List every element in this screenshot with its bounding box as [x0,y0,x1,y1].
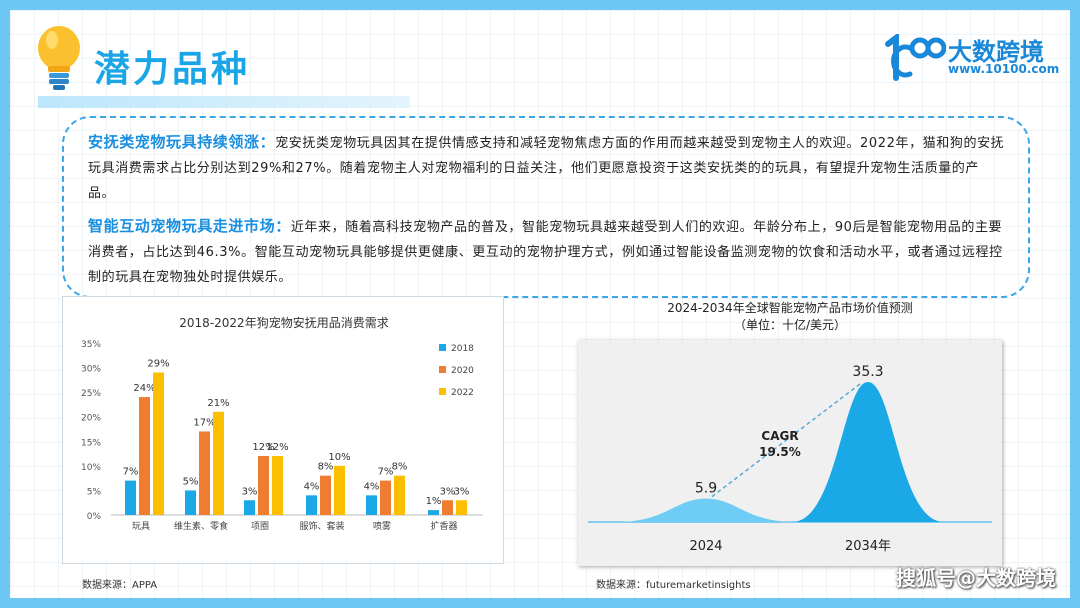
area-chart: 5.9 2024 35.3 2034年 CAGR 19.5% [588,364,992,554]
x-tick-label: 喷雾 [373,521,391,532]
legend-label: 2020 [451,366,474,376]
brand-logo[interactable]: 100 大数跨境 www.10100.com [880,30,1060,84]
logo-url[interactable]: www.10100.com [948,62,1060,76]
bar-data-label: 29% [147,358,169,369]
bar-2018 [306,495,317,515]
bar-data-label: 10% [328,452,350,463]
legend-label: 2022 [451,388,474,398]
legend-swatch-2020 [439,366,446,373]
bar-2022 [153,372,164,515]
logo-mark-icon: 100 [885,34,946,81]
x-tick-label: 项圈 [251,521,269,532]
logo-name: 大数跨境 [948,38,1044,66]
x-tick-label: 扩香器 [430,520,457,532]
bar-2020 [380,480,391,515]
bar-2018 [185,490,196,515]
bar-data-label: 3% [242,486,258,497]
bar-2020 [320,475,331,515]
bar-data-label: 8% [318,462,334,473]
bar-2022 [213,411,224,515]
y-tick-label: 15% [81,438,101,448]
bar-2022 [394,475,405,515]
bar-2022 [272,456,283,515]
title-underline [38,96,410,108]
bar-2020 [139,397,150,515]
bar-data-label: 12% [266,442,288,453]
bar-2018 [428,510,439,515]
x-tick-label: 玩具 [132,521,150,532]
bar-data-label: 3% [454,486,470,497]
area-peak-2034年 [792,382,944,522]
x-category-label: 2024 [689,539,722,554]
area-value-label: 5.9 [695,481,717,497]
light-bulb-icon [38,26,80,90]
bar-chart-panel: 2018-2022年狗宠物安抚用品消费需求 0% 5% 10% 15% 20% 25% 30%… [62,296,504,564]
cagr-connector [711,383,861,498]
bar-2022 [334,465,345,515]
x-tick-label: 服饰、套装 [299,520,344,532]
paragraph-body: 宠安抚类宠物玩具因其在提供情感支持和减轻宠物焦虑方面的作用而越来越受到宠物主人的… [88,136,1005,201]
x-tick-label: 维生素、零食 [174,520,228,532]
paragraph-body: 近年来，随着高科技宠物产品的普及，智能宠物玩具越来越受到人们的欢迎。年龄分布上，… [88,220,1003,285]
legend-swatch-2018 [439,344,446,351]
legend-label: 2018 [451,344,474,354]
bar-data-label: 8% [392,462,408,473]
watermark: 搜狐号@大数跨境 [896,566,1056,590]
bar-data-label: 4% [364,481,380,492]
area-value-label: 35.3 [852,364,883,380]
paragraph-smart-toys: 智能互动宠物玩具走进市场：近年来，随着高科技宠物产品的普及，智能宠物玩具越来越受… [88,214,1006,290]
bar-chart-title: 2018-2022年狗宠物安抚用品消费需求 [179,315,388,330]
chart1-source: 数据来源：APPA [82,580,158,591]
bar-data-label: 1% [426,496,442,507]
bar-2022 [456,500,467,515]
paragraph-lead: 安抚类宠物玩具持续领涨： [88,133,276,151]
bar-data-label: 7% [378,467,394,478]
summary-box: 安抚类宠物玩具持续领涨：宠安抚类宠物玩具因其在提供情感支持和减轻宠物焦虑方面的作… [62,116,1030,298]
bar-data-label: 7% [123,467,139,478]
cagr-label: CAGR [761,429,798,443]
bar-2020 [199,431,210,515]
area-chart-panel: 5.9 2024 35.3 2034年 CAGR 19.5% [578,340,1002,566]
bar-data-label: 12% [252,442,274,453]
legend-swatch-2022 [439,388,446,395]
y-tick-label: 5% [87,487,102,497]
bar-2020 [258,456,269,515]
bar-data-label: 3% [440,486,456,497]
paragraph-lead: 智能互动宠物玩具走进市场： [88,217,291,235]
area-chart-subtitle: （单位：十亿/美元） [733,318,847,332]
y-tick-label: 30% [81,365,101,375]
area-peak-2024 [616,498,796,522]
paragraph-calming-toys: 安抚类宠物玩具持续领涨：宠安抚类宠物玩具因其在提供情感支持和减轻宠物焦虑方面的作… [88,130,1006,206]
bar-2018 [244,500,255,515]
x-category-label: 2034年 [845,539,891,554]
bar-2018 [125,480,136,515]
area-chart-title-text: 2024-2034年全球智能宠物产品市场价值预测 [667,301,913,315]
bar-data-label: 24% [133,383,155,394]
y-tick-label: 10% [81,463,101,473]
bar-data-label: 4% [304,481,320,492]
cagr-value: 19.5% [759,445,801,459]
y-tick-label: 35% [81,340,101,350]
bar-chart: 2018-2022年狗宠物安抚用品消费需求 0% 5% 10% 15% 20% 25% 30%… [81,315,483,532]
chart2-source: 数据来源：futuremarketinsights [596,580,751,591]
bar-data-label: 5% [183,476,199,487]
bar-data-label: 21% [207,398,229,409]
bar-2020 [442,500,453,515]
y-tick-label: 25% [81,389,101,399]
y-tick-label: 0% [87,512,102,522]
bar-data-label: 17% [193,417,215,428]
y-tick-label: 20% [81,414,101,424]
page-title: 潜力品种 [94,49,251,90]
bar-2018 [366,495,377,515]
area-chart-title: 2024-2034年全球智能宠物产品市场价值预测 （单位：十亿/美元） [578,300,1002,334]
